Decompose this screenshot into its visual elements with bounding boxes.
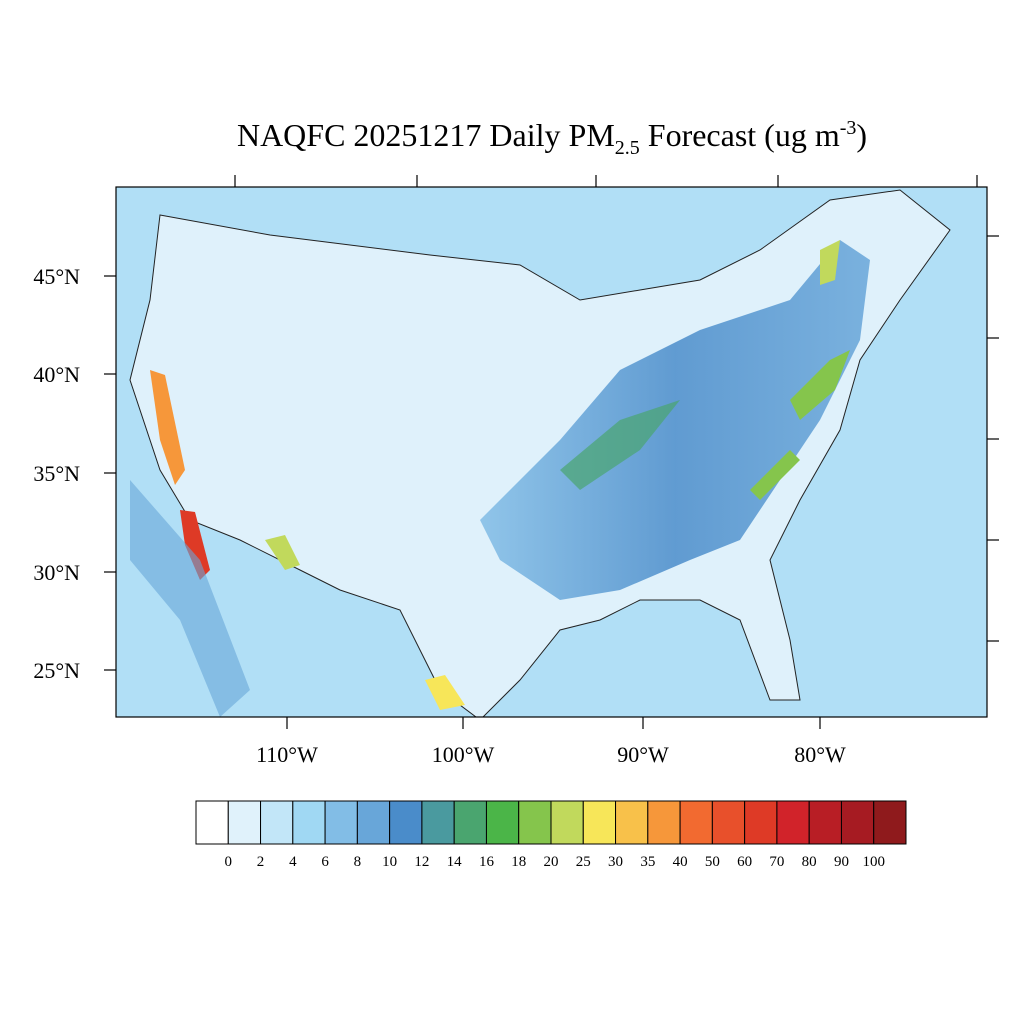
lat-label: 45°N bbox=[33, 264, 80, 289]
colorbar-box bbox=[389, 800, 423, 845]
map-frame bbox=[115, 186, 988, 718]
high-region bbox=[750, 450, 800, 500]
colorbar-label: 0 bbox=[225, 854, 233, 870]
colorbar-box bbox=[550, 800, 584, 845]
colorbar-label: 100 bbox=[862, 854, 885, 870]
lat-label: 30°N bbox=[33, 560, 80, 585]
colorbar-box bbox=[453, 800, 487, 845]
colorbar-label: 60 bbox=[737, 854, 752, 870]
colorbar-box bbox=[260, 800, 294, 845]
colorbar-box bbox=[776, 800, 810, 845]
colorbar-box bbox=[647, 800, 681, 845]
high-region bbox=[130, 480, 250, 717]
title-subscript: 2.5 bbox=[615, 137, 640, 159]
lon-label: 90°W bbox=[617, 742, 669, 767]
colorbar-label: 10 bbox=[382, 854, 397, 870]
colorbar-label: 2 bbox=[257, 854, 265, 870]
colorbar: 0 2 4 6 8 10 12 14 16 18 20 25 30 35 40 50 60 70 80 90 100 bbox=[195, 800, 907, 870]
lat-label: 40°N bbox=[33, 362, 80, 387]
high-region bbox=[820, 240, 840, 285]
colorbar-label: 35 bbox=[640, 854, 655, 870]
colorbar-box bbox=[615, 800, 649, 845]
colorbar-label: 18 bbox=[511, 854, 526, 870]
high-region bbox=[265, 535, 300, 570]
colorbar-label: 20 bbox=[544, 854, 559, 870]
title-text: NAQFC 20251217 Daily PM bbox=[237, 117, 615, 153]
lat-label: 25°N bbox=[33, 658, 80, 683]
colorbar-box bbox=[227, 800, 262, 845]
title-text: ) bbox=[856, 117, 867, 153]
colorbar-box bbox=[679, 800, 713, 845]
lon-label: 100°W bbox=[432, 742, 495, 767]
colorbar-label: 14 bbox=[447, 854, 463, 870]
title-text: Forecast (ug m bbox=[640, 117, 840, 153]
colorbar-label: 16 bbox=[479, 854, 495, 870]
lat-label: 35°N bbox=[33, 461, 80, 486]
high-region bbox=[560, 400, 680, 490]
lon-label: 80°W bbox=[794, 742, 846, 767]
colorbar-label: 80 bbox=[802, 854, 817, 870]
colorbar-label: 12 bbox=[414, 854, 429, 870]
high-region bbox=[150, 370, 185, 485]
colorbar-box bbox=[292, 800, 326, 845]
frame-ticks bbox=[104, 175, 999, 729]
colorbar-label: 6 bbox=[321, 854, 329, 870]
high-region bbox=[480, 240, 870, 600]
colorbar-box bbox=[324, 800, 358, 845]
colorbar-box bbox=[808, 800, 842, 845]
title: NAQFC 20251217 Daily PM2.5 Forecast (ug … bbox=[237, 117, 867, 159]
colorbar-box bbox=[744, 800, 778, 845]
colorbar-label: 90 bbox=[834, 854, 849, 870]
high-region bbox=[425, 675, 465, 710]
colorbar-label: 70 bbox=[769, 854, 784, 870]
colorbar-box bbox=[582, 800, 617, 845]
colorbar-box bbox=[873, 800, 907, 845]
lon-label: 110°W bbox=[256, 742, 318, 767]
colorbar-label: 50 bbox=[705, 854, 720, 870]
colorbar-box bbox=[711, 800, 746, 845]
map-area bbox=[116, 187, 987, 717]
colorbar-box bbox=[356, 800, 391, 845]
colorbar-box bbox=[485, 800, 520, 845]
colorbar-box bbox=[518, 800, 552, 845]
colorbar-box bbox=[421, 800, 455, 845]
high-region bbox=[790, 350, 850, 420]
colorbar-label: 8 bbox=[354, 854, 362, 870]
colorbar-box bbox=[195, 800, 229, 845]
colorbar-label: 4 bbox=[289, 854, 297, 870]
colorbar-box bbox=[840, 800, 875, 845]
title-superscript: -3 bbox=[840, 117, 857, 139]
colorbar-label: 25 bbox=[576, 854, 591, 870]
colorbar-label: 40 bbox=[673, 854, 688, 870]
high-region bbox=[180, 510, 210, 580]
colorbar-label: 30 bbox=[608, 854, 623, 870]
